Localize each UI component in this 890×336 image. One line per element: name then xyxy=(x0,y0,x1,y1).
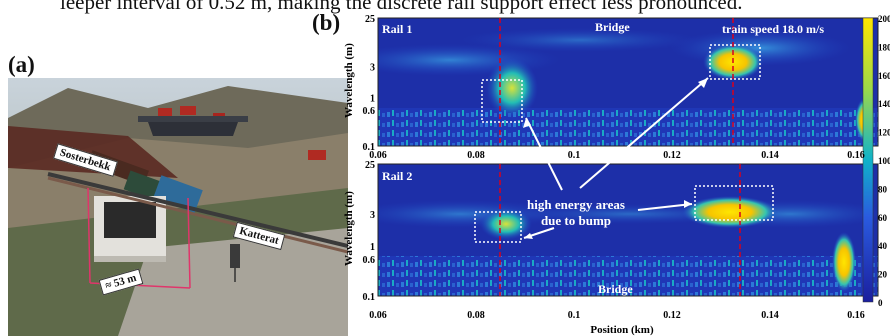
colorbar-tick-label: 200 xyxy=(878,14,890,24)
caption-fragment: leeper interval of 0.52 m, making the di… xyxy=(60,0,743,14)
y-tick-label: 1 xyxy=(370,93,375,104)
energy-box-rail1-bridge xyxy=(481,79,523,123)
y-tick-label: 25 xyxy=(365,14,375,25)
colorbar-tick-label: 40 xyxy=(878,241,888,251)
colorbar-tick-label: 180 xyxy=(878,42,890,52)
rail1-scalogram: Rail 1 Bridge train speed 18.0 m/s xyxy=(377,17,879,147)
x-tick-label: 0.12 xyxy=(663,310,681,321)
colorbar-tick-label: 0 xyxy=(878,298,883,308)
x-tick-label: 0.06 xyxy=(369,150,387,161)
colorbar-tick-label: 80 xyxy=(878,184,888,194)
y-axis-label-rail2: Wavelength (m) xyxy=(343,191,355,266)
y-axis-label-rail1: Wavelength (m) xyxy=(343,43,355,118)
railway-bridge-photo: Sosterbekk Katterat ≈ 53 m xyxy=(8,78,348,336)
rail2-bridge-label: Bridge xyxy=(598,282,633,296)
photo-illustration xyxy=(8,78,348,336)
train-speed-label: train speed 18.0 m/s xyxy=(722,22,824,36)
y-tick-label: 3 xyxy=(370,210,375,221)
colorbar-tick-label: 160 xyxy=(878,71,890,81)
wavelet-scalogram-figure: Wavelength (m) Wavelength (m) Rail 1 Bri… xyxy=(343,14,890,336)
rail1-x-ticks: 0.06 0.08 0.1 0.12 0.14 0.16 xyxy=(369,150,865,161)
rail2-title: Rail 2 xyxy=(382,169,412,183)
colorbar-tick-label: 140 xyxy=(878,99,890,109)
panel-b-label: (b) xyxy=(312,10,341,35)
x-tick-label: 0.1 xyxy=(568,150,581,161)
colorbar-tick-label: 100 xyxy=(878,156,890,166)
rail1-y-ticks: 25 3 1 0.6 0.1 xyxy=(363,14,376,153)
energy-note-line2: due to bump xyxy=(541,213,611,228)
rail1-title: Rail 1 xyxy=(382,22,412,36)
y-tick-label: 0.1 xyxy=(363,142,376,153)
energy-box-rail2-bridge xyxy=(474,211,522,243)
y-tick-label: 3 xyxy=(370,63,375,74)
x-tick-label: 0.1 xyxy=(568,310,581,321)
x-tick-label: 0.08 xyxy=(467,150,485,161)
colorbar-tick-label: 20 xyxy=(878,270,888,280)
rail2-scalogram: Rail 2 Bridge xyxy=(377,163,879,297)
panel-a-label: (a) xyxy=(8,52,35,77)
energy-box-rail1-bump xyxy=(709,44,761,80)
energy-annotation: high energy areas due to bump xyxy=(523,77,709,239)
y-tick-label: 0.6 xyxy=(363,106,376,117)
colorbar-tick-label: 120 xyxy=(878,128,890,138)
colorbar-tick-label: 60 xyxy=(878,213,888,223)
y-tick-label: 0.6 xyxy=(363,255,376,266)
x-tick-label: 0.14 xyxy=(761,150,779,161)
x-tick-label: 0.12 xyxy=(663,150,681,161)
y-tick-label: 0.1 xyxy=(363,292,376,303)
rail1-bridge-label: Bridge xyxy=(595,20,630,34)
colorbar xyxy=(862,17,874,303)
rail2-x-ticks: 0.06 0.08 0.1 0.12 0.14 0.16 xyxy=(369,310,865,321)
energy-note-line1: high energy areas xyxy=(527,197,625,212)
x-tick-label: 0.08 xyxy=(467,310,485,321)
y-tick-label: 25 xyxy=(365,160,375,171)
x-tick-label: 0.14 xyxy=(761,310,779,321)
rail2-y-ticks: 25 3 1 0.6 0.1 xyxy=(363,160,376,303)
y-tick-label: 1 xyxy=(370,242,375,253)
x-tick-label: 0.06 xyxy=(369,310,387,321)
x-axis-label: Position (km) xyxy=(590,324,654,336)
x-tick-label: 0.16 xyxy=(847,310,865,321)
x-tick-label: 0.16 xyxy=(847,150,865,161)
